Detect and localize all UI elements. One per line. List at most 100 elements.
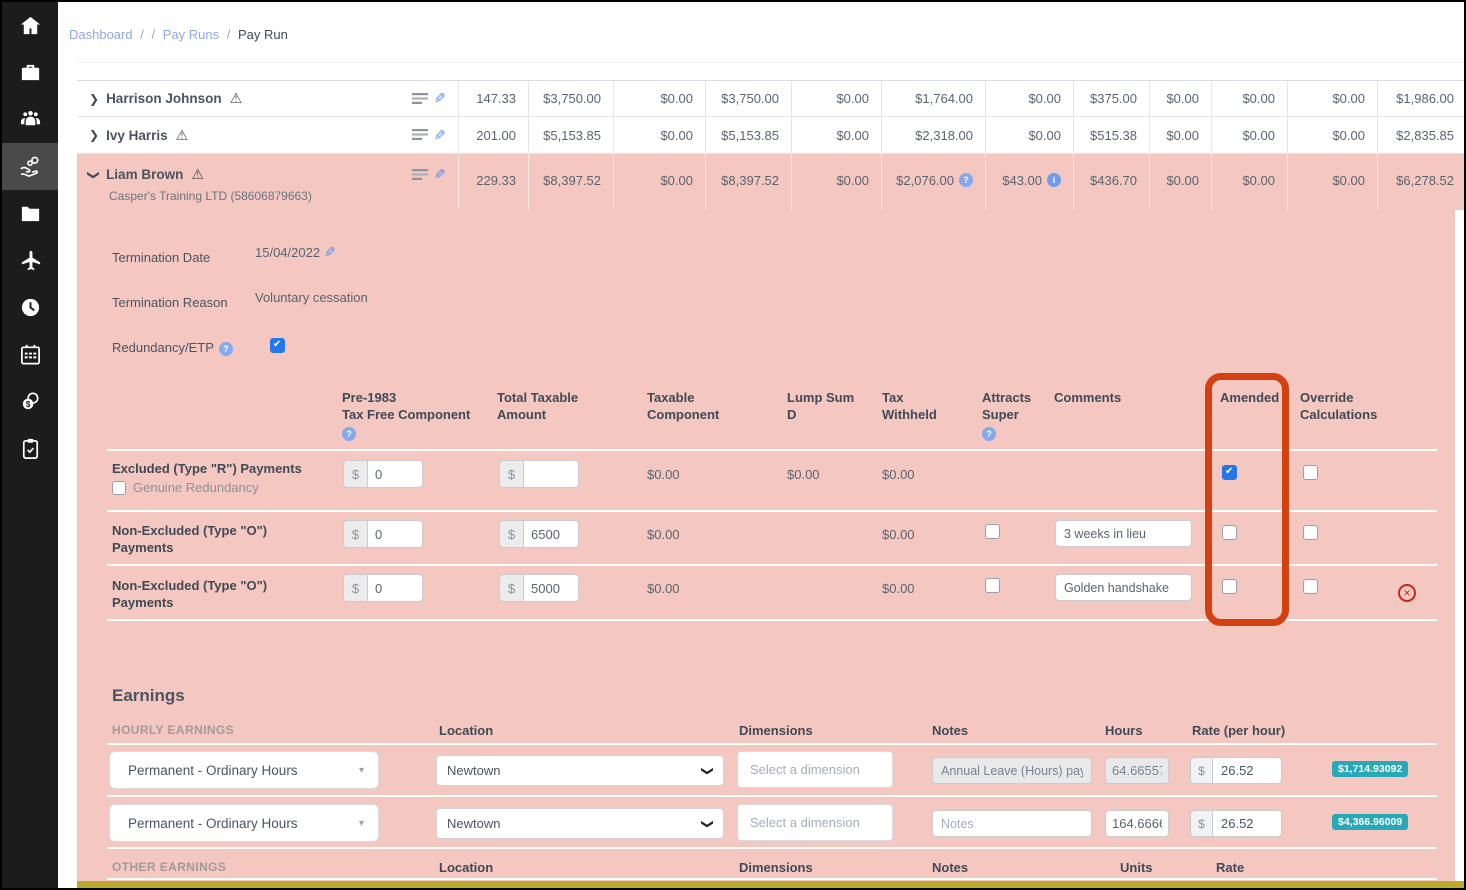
edit-pencil-icon[interactable]: ✎ (434, 166, 446, 183)
cell-net: $1,986.00 (1377, 81, 1466, 116)
employee-company: Casper's Training LTD (58606879663) (109, 189, 312, 203)
edit-pencil-icon[interactable]: ✎ (434, 127, 446, 144)
sidebar-item-calendar[interactable] (2, 331, 58, 378)
genuine-redundancy-checkbox[interactable] (112, 481, 126, 495)
override-calculations-checkbox[interactable] (1303, 579, 1318, 594)
pay-category-select[interactable]: Permanent - Ordinary Hours▾ (109, 751, 379, 789)
sidebar-item-pay-runs[interactable] (2, 143, 58, 190)
cell-hours: 201.00 (458, 117, 528, 153)
sidebar-item-timesheets[interactable] (2, 284, 58, 331)
currency-prefix: $ (499, 520, 523, 548)
delete-row-icon[interactable]: ✕ (1398, 584, 1416, 602)
comments-input[interactable] (1055, 520, 1192, 547)
sidebar-item-tasks[interactable] (2, 425, 58, 472)
dimension-input[interactable] (737, 804, 893, 841)
pre1983-amount-input[interactable] (367, 520, 423, 548)
row-divider (107, 564, 1437, 566)
col-notes: Notes (932, 723, 968, 738)
edit-pencil-icon[interactable]: ✎ (434, 90, 446, 107)
breadcrumb-current: Pay Run (238, 27, 288, 42)
help-icon[interactable]: ? (342, 427, 356, 441)
dimension-input[interactable] (737, 751, 893, 788)
help-icon[interactable]: ? (982, 427, 996, 441)
help-icon[interactable]: ? (219, 342, 233, 356)
notes-input[interactable] (932, 757, 1092, 784)
pre1983-amount-input[interactable] (367, 574, 423, 602)
total-taxable-input[interactable] (523, 460, 579, 488)
taxable-component-value: $0.00 (647, 467, 680, 482)
briefcase-icon (19, 61, 42, 84)
earnings-title: Earnings (112, 686, 185, 706)
breadcrumb-dashboard[interactable]: Dashboard (69, 27, 133, 42)
etp-col-total-taxable: Total TaxableAmount (497, 389, 578, 423)
etp-col-pre1983: Pre-1983Tax Free Component? (342, 389, 470, 441)
sidebar-item-business[interactable] (2, 49, 58, 96)
cell-value: $5,153.85 (528, 117, 613, 153)
pay-category-select[interactable]: Permanent - Ordinary Hours▾ (109, 804, 379, 842)
sidebar-item-employees[interactable] (2, 96, 58, 143)
attracts-super-checkbox[interactable] (985, 578, 1000, 593)
cell-value: $0.00 (1287, 117, 1377, 153)
table-row[interactable]: ❯ Ivy Harris ⚠ ✎ 201.00 $5,153.85 $0.00 … (77, 117, 1466, 154)
chevron-down-icon[interactable]: ❯ (87, 169, 101, 179)
amended-checkbox[interactable] (1222, 525, 1237, 540)
notes-input[interactable] (932, 810, 1092, 837)
amended-checkbox[interactable] (1222, 465, 1237, 480)
team-icon (19, 108, 42, 131)
col-rate: Rate (per hour) (1192, 723, 1285, 738)
col-hours: Hours (1105, 723, 1143, 738)
help-icon[interactable]: ? (959, 173, 973, 187)
employee-name: Liam Brown (106, 167, 183, 182)
home-icon (19, 14, 42, 37)
etp-col-tax-withheld: TaxWithheld (882, 389, 937, 423)
redundancy-etp-checkbox[interactable] (270, 338, 285, 353)
termination-reason-value: Voluntary cessation (255, 290, 368, 305)
sidebar-item-home[interactable] (2, 2, 58, 49)
hand-coins-icon (19, 155, 42, 178)
hours-input[interactable] (1105, 757, 1169, 784)
sidebar-item-leave[interactable] (2, 237, 58, 284)
override-calculations-checkbox[interactable] (1303, 525, 1318, 540)
rate-input[interactable] (1212, 757, 1282, 784)
chevron-down-icon: ❯ (701, 818, 715, 828)
cell-value: $0.00 (613, 117, 705, 153)
chevron-right-icon[interactable]: ❯ (89, 128, 99, 142)
cell-value: $5,153.85 (705, 117, 791, 153)
currency-prefix: $ (343, 460, 367, 488)
override-calculations-checkbox[interactable] (1303, 465, 1318, 480)
comments-input[interactable] (1055, 574, 1192, 601)
cell-value: $0.00 (613, 81, 705, 116)
info-icon[interactable]: i (1047, 173, 1061, 187)
table-row[interactable]: ❯ Harrison Johnson ⚠ ✎ 147.33 $3,750.00 … (77, 81, 1466, 117)
clipboard-check-icon (19, 437, 42, 460)
table-row-expanded[interactable]: ❯ Liam Brown ⚠ ✎ Casper's Training LTD (… (77, 154, 1466, 211)
notes-icon[interactable] (412, 169, 428, 181)
notes-icon[interactable] (412, 93, 428, 105)
chevron-right-icon[interactable]: ❯ (89, 92, 99, 106)
sidebar-item-documents[interactable] (2, 190, 58, 237)
attracts-super-checkbox[interactable] (985, 524, 1000, 539)
col-location: Location (439, 723, 493, 738)
pre1983-amount-input[interactable] (367, 460, 423, 488)
total-taxable-input[interactable] (523, 574, 579, 602)
line-total-badge: $4,366.96009 (1332, 814, 1408, 830)
cell-net: $6,278.52 (1377, 154, 1466, 211)
breadcrumb-pay-runs[interactable]: Pay Runs (163, 27, 219, 42)
rate-field: $ (1190, 757, 1282, 784)
table-row-partial (77, 63, 1466, 81)
sidebar-item-expenses[interactable]: $ (2, 378, 58, 425)
pre1983-amount-field: $ (343, 574, 423, 602)
location-select[interactable]: Newtown❯ (436, 808, 724, 839)
notes-icon[interactable] (412, 129, 428, 141)
taxable-component-value: $0.00 (647, 527, 680, 542)
termination-date-value: 15/04/2022 ✎ (255, 244, 335, 261)
warning-icon: ⚠ (191, 166, 204, 183)
rate-input[interactable] (1212, 810, 1282, 837)
location-select[interactable]: Newtown❯ (436, 755, 724, 786)
hours-input[interactable] (1105, 810, 1169, 837)
amended-checkbox[interactable] (1222, 579, 1237, 594)
employee-name: Harrison Johnson (106, 91, 222, 106)
edit-pencil-icon[interactable]: ✎ (324, 244, 336, 261)
total-taxable-input[interactable] (523, 520, 579, 548)
taxable-component-value: $0.00 (647, 581, 680, 596)
